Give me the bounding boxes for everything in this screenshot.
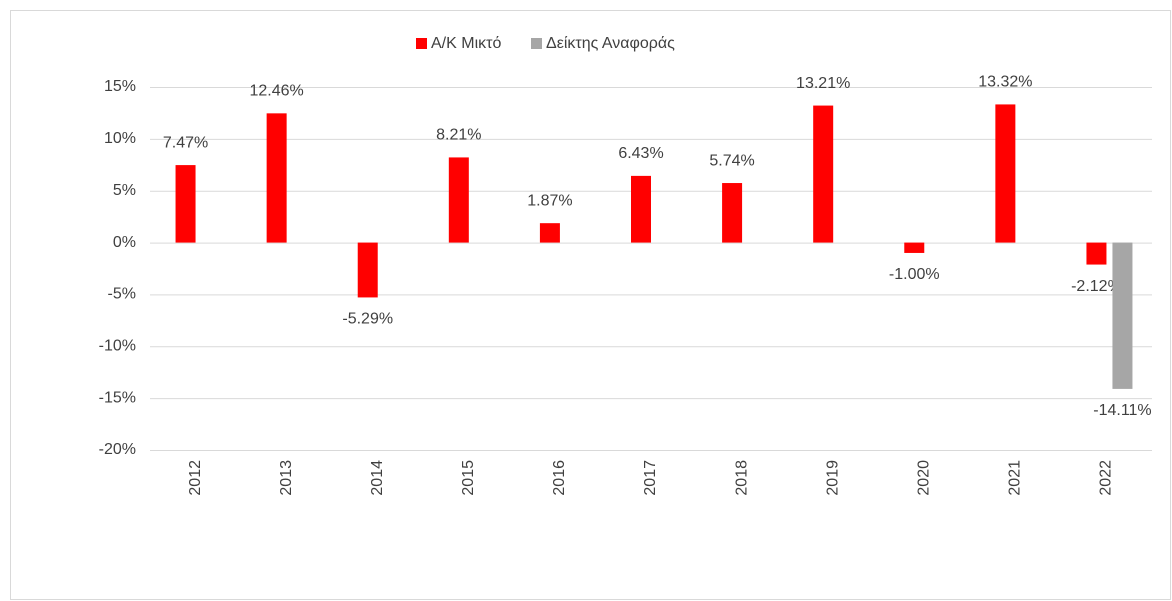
- bar: [904, 242, 925, 253]
- bar: [995, 104, 1016, 243]
- legend-label: Δείκτης Αναφοράς: [546, 35, 675, 52]
- y-tick-label: 15%: [104, 78, 136, 95]
- x-tick-label: 2022: [1098, 460, 1115, 496]
- x-tick-label: 2013: [278, 460, 295, 496]
- y-tick-label: 0%: [113, 234, 136, 251]
- y-tick-label: -20%: [99, 441, 136, 458]
- data-label: 1.87%: [527, 192, 572, 209]
- y-tick-label: -5%: [108, 286, 136, 303]
- bar: [539, 223, 560, 243]
- data-label: 13.32%: [978, 74, 1032, 91]
- y-tick-label: 10%: [104, 130, 136, 147]
- data-label: 5.74%: [709, 152, 754, 169]
- data-label: -1.00%: [889, 266, 940, 283]
- bar: [722, 183, 743, 243]
- data-label: 8.21%: [436, 127, 481, 144]
- bar: [448, 157, 469, 243]
- x-tick-label: 2012: [187, 460, 204, 496]
- data-label: -5.29%: [342, 311, 393, 328]
- bar: [357, 242, 378, 298]
- bar: [1112, 242, 1133, 389]
- bar: [1086, 242, 1107, 265]
- bar: [175, 165, 196, 243]
- legend-swatch: [416, 38, 427, 49]
- x-tick-label: 2015: [460, 460, 477, 496]
- data-label: 7.47%: [163, 134, 208, 151]
- chart-border: [10, 10, 1171, 600]
- legend-label: Α/Κ Μικτό: [431, 35, 501, 52]
- x-tick-label: 2016: [551, 460, 568, 496]
- bar: [813, 105, 834, 243]
- bar: [266, 113, 287, 243]
- x-tick-label: 2017: [642, 460, 659, 496]
- data-label: 13.21%: [796, 75, 850, 92]
- legend-swatch: [531, 38, 542, 49]
- x-tick-label: 2019: [824, 460, 841, 496]
- x-tick-label: 2018: [733, 460, 750, 496]
- y-tick-label: -15%: [99, 389, 136, 406]
- x-tick-label: 2021: [1007, 460, 1024, 496]
- data-label: 6.43%: [618, 145, 663, 162]
- y-tick-label: -10%: [99, 338, 136, 355]
- x-tick-label: 2014: [369, 460, 386, 496]
- x-tick-label: 2020: [915, 460, 932, 496]
- bar: [631, 175, 651, 243]
- data-label: 12.46%: [250, 83, 304, 100]
- y-tick-label: 5%: [113, 182, 136, 199]
- data-label: -14.11%: [1093, 402, 1151, 419]
- data-label: -2.12%: [1071, 278, 1122, 295]
